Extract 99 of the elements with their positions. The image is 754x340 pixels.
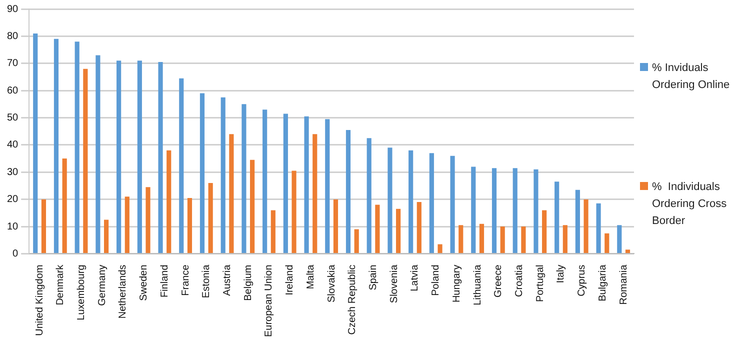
bar — [242, 104, 246, 253]
legend-label: % Inviduals Ordering Online — [652, 61, 731, 93]
bar — [62, 158, 67, 253]
bar — [534, 169, 538, 253]
bar — [625, 250, 630, 253]
bar — [83, 68, 88, 253]
x-tick-label: United Kingdom — [34, 264, 46, 336]
bar — [479, 224, 484, 253]
x-tick-label: Slovenia — [388, 264, 400, 304]
bar — [137, 60, 142, 253]
x-tick-label: Austria — [222, 264, 234, 296]
x-tick-label: Sweden — [138, 264, 150, 301]
x-tick-label: Poland — [430, 264, 442, 296]
x-tick-label: Bulgaria — [597, 264, 608, 302]
bar — [220, 97, 226, 253]
bar — [542, 210, 547, 253]
bar — [124, 196, 130, 253]
bar — [492, 168, 497, 253]
bar — [270, 210, 276, 253]
x-tick-label: Lithuania — [472, 264, 484, 306]
bar — [292, 170, 296, 253]
x-tick-label: Slovakia — [326, 264, 338, 303]
x-tick-label: Netherlands — [118, 264, 129, 319]
bar — [179, 78, 184, 253]
bar — [54, 38, 59, 253]
bar — [408, 150, 414, 253]
x-tick-label: Italy — [556, 264, 567, 284]
bar — [396, 208, 401, 253]
x-tick-label: Hungary — [451, 264, 462, 303]
bar — [187, 198, 192, 253]
x-tick-label: Portugal — [534, 264, 546, 302]
x-tick-label: Denmark — [55, 264, 66, 306]
bar — [200, 93, 205, 253]
bar — [166, 150, 172, 253]
bar — [325, 119, 330, 253]
x-tick-label: Ireland — [284, 264, 296, 296]
x-tick-label: Croatia — [514, 264, 526, 297]
bar — [584, 199, 588, 253]
y-tick-label: 50 — [7, 112, 19, 124]
x-tick-label: Latvia — [410, 264, 421, 292]
bar — [471, 166, 476, 253]
y-tick-label: 70 — [7, 58, 19, 70]
bar — [388, 148, 392, 253]
bar — [512, 168, 518, 253]
y-tick-label: 0 — [12, 248, 19, 260]
y-tick-label: 20 — [7, 194, 19, 206]
bar — [104, 220, 109, 253]
bar — [262, 110, 268, 253]
y-tick-label: 40 — [7, 140, 19, 151]
x-tick-label: France — [180, 264, 192, 296]
x-tick-label: Germany — [96, 264, 108, 306]
bar — [346, 130, 351, 253]
x-tick-label: Greece — [493, 264, 504, 298]
bar — [596, 203, 601, 253]
bar — [500, 226, 505, 253]
bar — [604, 233, 610, 253]
x-tick-label: Romania — [618, 264, 630, 305]
x-tick-label: Malta — [305, 264, 316, 290]
x-tick-label: Luxembourg — [76, 264, 88, 320]
x-tick-label: Estonia — [201, 264, 212, 298]
y-tick-label: 90 — [7, 4, 19, 15]
bar — [450, 156, 455, 253]
bar — [554, 182, 560, 253]
bar — [74, 42, 80, 253]
y-tick-label: 60 — [7, 85, 19, 96]
x-tick-label: European Union — [264, 264, 275, 338]
bar — [96, 55, 100, 253]
legend-label: % Individuals Ordering Cross Border — [652, 180, 728, 229]
bar — [562, 225, 568, 253]
bar — [208, 183, 213, 253]
bar — [312, 134, 318, 253]
x-tick-label: Czech Republic — [347, 264, 358, 335]
bar — [229, 134, 234, 253]
bar — [429, 153, 434, 253]
y-tick-label: 30 — [7, 166, 19, 178]
bar — [333, 199, 338, 253]
bar — [617, 225, 622, 253]
bar — [304, 116, 309, 253]
bar — [575, 190, 580, 253]
bar — [33, 33, 38, 253]
bar — [354, 229, 359, 253]
bar — [366, 138, 372, 253]
x-tick-label: Belgium — [242, 264, 254, 301]
bar — [521, 226, 526, 253]
x-tick-label: Finland — [159, 264, 170, 298]
bar — [158, 62, 163, 253]
bar — [375, 204, 380, 253]
bar — [283, 114, 288, 253]
bar — [41, 199, 46, 253]
x-tick-label: Spain — [368, 264, 380, 290]
bar — [250, 160, 255, 253]
x-tick-label: Cyprus — [576, 264, 588, 296]
bar — [146, 187, 150, 253]
y-tick-label: 80 — [7, 30, 19, 42]
y-tick-label: 10 — [7, 221, 19, 232]
bar — [416, 202, 422, 253]
bar — [116, 60, 122, 253]
bar — [458, 225, 464, 253]
bar — [438, 244, 442, 253]
